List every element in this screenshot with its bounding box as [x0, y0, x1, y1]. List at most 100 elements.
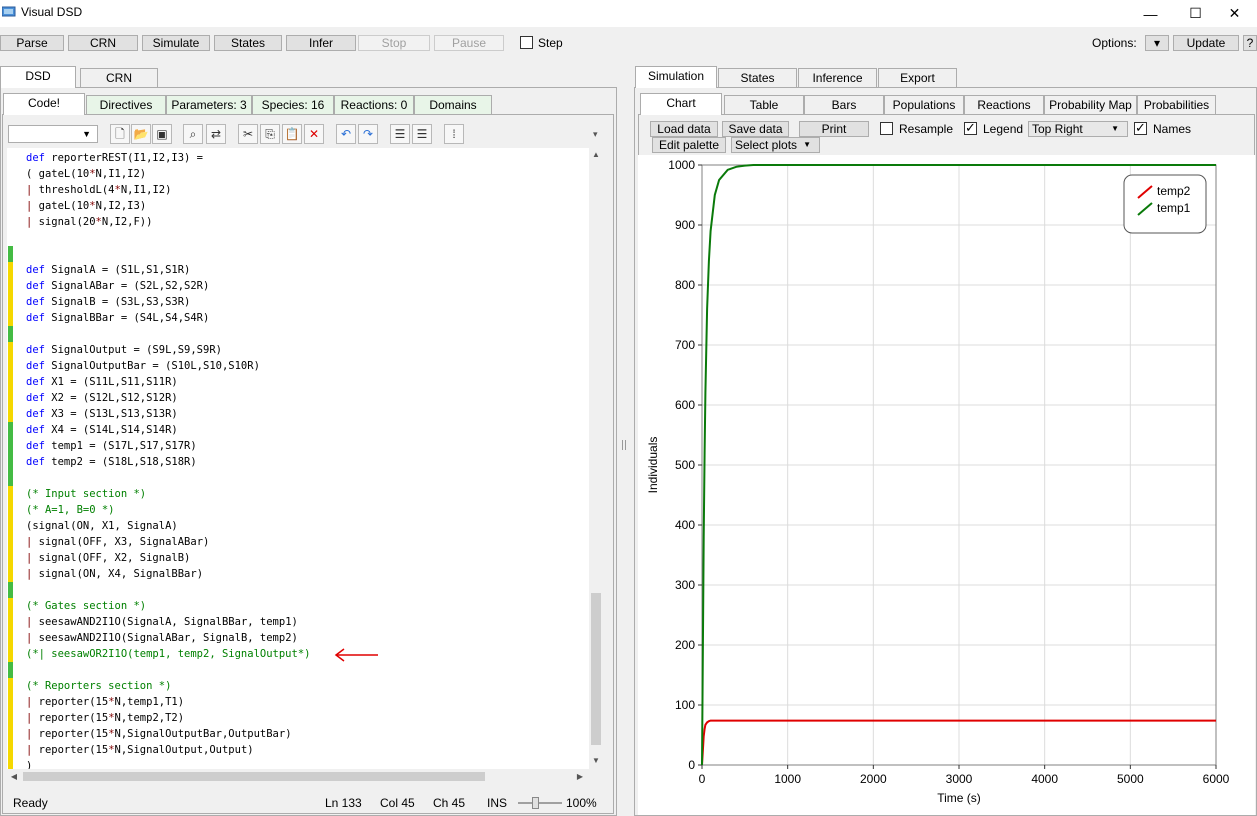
comment-icon[interactable]: ⁞	[444, 124, 464, 144]
tab-reactions-sim[interactable]: Reactions	[964, 95, 1044, 114]
tab-crn[interactable]: CRN	[80, 68, 158, 87]
editor-vertical-scrollbar[interactable]: ▲ ▼	[589, 148, 603, 769]
y-tick-label: 100	[675, 698, 695, 712]
code-line: | signal(OFF, X2, SignalB)	[26, 552, 191, 564]
chevron-down-icon: ▼	[1111, 124, 1119, 133]
update-button[interactable]: Update	[1173, 35, 1239, 51]
tab-export[interactable]: Export	[878, 68, 957, 87]
replace-icon[interactable]: ⇄	[206, 124, 226, 144]
delete-icon[interactable]: ✕	[304, 124, 324, 144]
minimize-button[interactable]: —	[1143, 5, 1158, 22]
x-tick-label: 3000	[946, 772, 973, 786]
tab-simulation[interactable]: Simulation	[635, 66, 717, 88]
edit-palette-button[interactable]: Edit palette	[652, 137, 726, 153]
scroll-up-arrow[interactable]: ▲	[592, 150, 600, 159]
outdent-icon[interactable]: ☰	[412, 124, 432, 144]
options-dropdown-button[interactable]: ▾	[1145, 35, 1169, 51]
y-tick-label: 300	[675, 578, 695, 592]
tab-domains[interactable]: Domains	[414, 95, 492, 114]
parse-button[interactable]: Parse	[0, 35, 64, 51]
y-tick-label: 500	[675, 458, 695, 472]
code-editor[interactable]: def reporterREST(I1,I2,I3) = ( gateL(10*N…	[7, 148, 589, 769]
chevron-down-icon: ▼	[803, 140, 811, 149]
code-line: def SignalBBar = (S4L,S4,S4R)	[26, 312, 210, 324]
step-label: Step	[538, 36, 563, 50]
code-line: | reporter(15*N,temp2,T2)	[26, 712, 185, 724]
crn-button[interactable]: CRN	[68, 35, 138, 51]
tab-species[interactable]: Species: 16	[252, 95, 334, 114]
editor-horizontal-scrollbar[interactable]: ◀ ▶	[7, 769, 589, 784]
tab-probabilities[interactable]: Probabilities	[1137, 95, 1216, 114]
title-bar: Visual DSD — ☐ ✕	[0, 0, 1257, 27]
legend-swatch	[1137, 202, 1153, 216]
open-folder-icon[interactable]: 📂	[131, 124, 151, 144]
tab-probability-map[interactable]: Probability Map	[1044, 95, 1137, 114]
code-line: (signal(ON, X1, SignalA)	[26, 520, 178, 532]
stop-button[interactable]: Stop	[358, 35, 430, 51]
names-checkbox[interactable]	[1134, 120, 1147, 136]
load-data-button[interactable]: Load data	[650, 121, 718, 137]
close-button[interactable]: ✕	[1228, 5, 1241, 21]
tab-chart[interactable]: Chart	[640, 93, 722, 115]
indent-icon[interactable]: ☰	[390, 124, 410, 144]
redo-icon[interactable]: ↷	[358, 124, 378, 144]
print-button[interactable]: Print	[799, 121, 869, 137]
code-line: def SignalB = (S3L,S3,S3R)	[26, 296, 191, 308]
status-ready: Ready	[13, 796, 48, 810]
toolbar-overflow-icon[interactable]: ▾	[593, 129, 598, 139]
copy-icon[interactable]: ⎘	[260, 124, 280, 144]
paste-icon[interactable]: 📋	[282, 124, 302, 144]
status-column: Col 45	[380, 796, 415, 810]
code-line: | seesawAND2I1O(SignalA, SignalBBar, tem…	[26, 616, 298, 628]
code-line: | seesawAND2I1O(SignalABar, SignalB, tem…	[26, 632, 298, 644]
y-tick-label: 400	[675, 518, 695, 532]
code-line: def SignalOutputBar = (S10L,S10,S10R)	[26, 360, 260, 372]
simulation-chart[interactable]: 0 1000 2000 3000 4000 5000 6000 0 100 200 300 400 50…	[638, 155, 1255, 815]
tab-reactions[interactable]: Reactions: 0	[334, 95, 414, 114]
scroll-right-arrow[interactable]: ▶	[576, 772, 584, 781]
legend-box	[1123, 174, 1207, 234]
status-char: Ch 45	[433, 796, 466, 810]
new-file-icon[interactable]: 🗋	[110, 124, 130, 144]
tab-dsd[interactable]: DSD	[0, 66, 76, 88]
save-icon[interactable]: ▣	[152, 124, 172, 144]
language-select[interactable]: ▼	[8, 125, 98, 143]
tab-states[interactable]: States	[718, 68, 797, 87]
simulate-button[interactable]: Simulate	[142, 35, 210, 51]
tab-table[interactable]: Table	[724, 95, 804, 114]
scroll-left-arrow[interactable]: ◀	[10, 772, 18, 781]
pause-button[interactable]: Pause	[434, 35, 504, 51]
change-marker	[8, 598, 13, 662]
help-button[interactable]: ?	[1243, 35, 1257, 51]
states-button[interactable]: States	[214, 35, 282, 51]
cut-icon[interactable]: ✂	[238, 124, 258, 144]
legend-position-select[interactable]: Top Right ▼	[1028, 121, 1128, 137]
tab-code[interactable]: Code!	[3, 93, 85, 115]
tab-populations[interactable]: Populations	[884, 95, 964, 114]
splitter-handle[interactable]	[622, 440, 626, 450]
select-plots-label: Select plots	[735, 138, 798, 152]
code-line: def X4 = (S14L,S14,S14R)	[26, 424, 178, 436]
legend-checkbox[interactable]	[964, 120, 977, 136]
zoom-slider[interactable]	[518, 796, 562, 810]
step-checkbox[interactable]	[520, 36, 533, 49]
code-line: | thresholdL(4*N,I1,I2)	[26, 184, 172, 196]
undo-icon[interactable]: ↶	[336, 124, 356, 144]
x-axis-label: Time (s)	[937, 791, 981, 805]
save-data-button[interactable]: Save data	[722, 121, 789, 137]
resample-checkbox[interactable]	[880, 122, 893, 135]
scroll-down-arrow[interactable]: ▼	[592, 756, 600, 765]
code-line: | reporter(15*N,temp1,T1)	[26, 696, 185, 708]
y-tick-label: 700	[675, 338, 695, 352]
maximize-button[interactable]: ☐	[1189, 5, 1202, 21]
find-icon[interactable]: ⌕	[183, 124, 203, 144]
h-scroll-thumb[interactable]	[23, 772, 485, 781]
resample-label: Resample	[899, 122, 954, 136]
select-plots-button[interactable]: Select plots ▼	[731, 137, 820, 153]
tab-parameters[interactable]: Parameters: 3	[166, 95, 252, 114]
tab-directives[interactable]: Directives	[86, 95, 166, 114]
tab-inference[interactable]: Inference	[798, 68, 877, 87]
infer-button[interactable]: Infer	[286, 35, 356, 51]
scroll-thumb[interactable]	[591, 593, 601, 745]
tab-bars[interactable]: Bars	[804, 95, 884, 114]
